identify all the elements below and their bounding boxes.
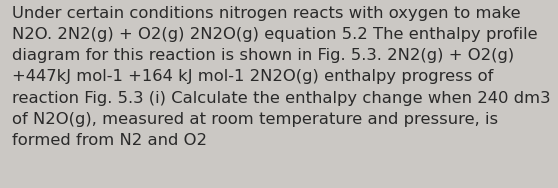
Text: Under certain conditions nitrogen reacts with oxygen to make
N2O. 2N2(g) + O2(g): Under certain conditions nitrogen reacts… [12, 6, 551, 148]
